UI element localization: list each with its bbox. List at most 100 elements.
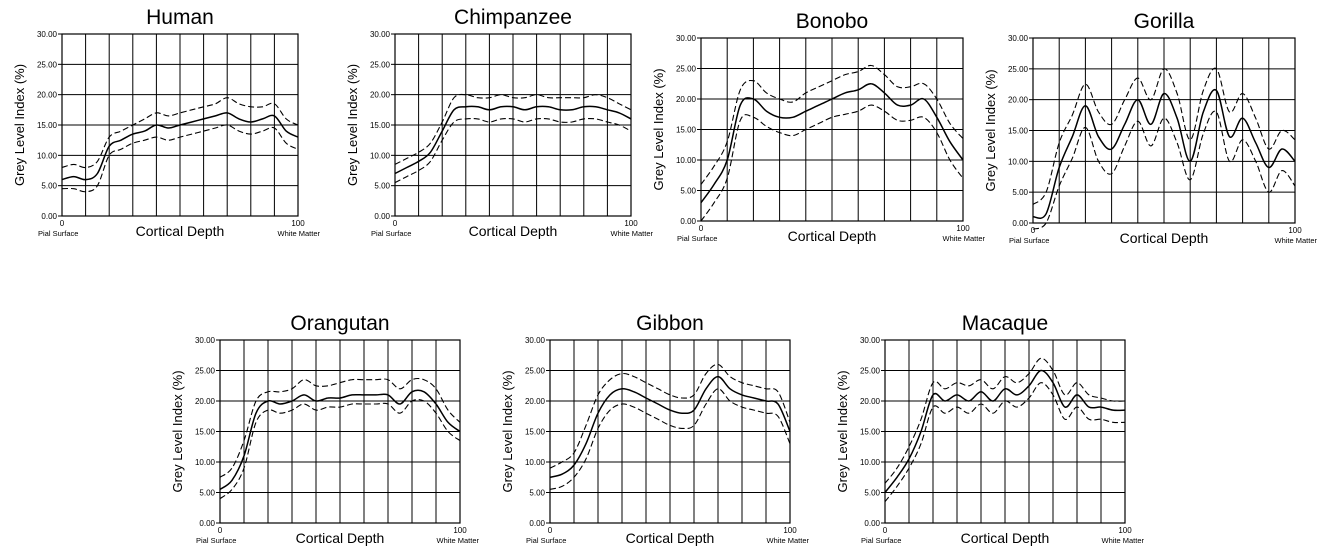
y-tick-label: 0.00 (374, 212, 390, 221)
chart-panel-orangutan: Orangutan 0.00 5.00 10.00 15.00 20.00 25.00 30.… (160, 292, 480, 554)
x-left-label: Pial Surface (526, 536, 566, 545)
chart-title: Orangutan (290, 312, 389, 335)
chart-svg: Gorilla 0.00 5.00 10.00 15.00 20.00 25.00 30.00… (983, 10, 1317, 246)
y-tick-label: 30.00 (676, 34, 697, 43)
y-axis-title: Grey Level Index (%) (12, 64, 27, 186)
y-tick-label: 5.00 (199, 489, 215, 498)
y-tick-label: 15.00 (676, 126, 697, 135)
y-tick-label: 5.00 (41, 182, 57, 191)
y-tick-label: 25.00 (525, 367, 546, 376)
x-tick-label: 0 (60, 219, 65, 228)
series-line-mean (61, 112, 299, 181)
y-tick-label: 5.00 (529, 489, 545, 498)
y-tick-label: 15.00 (1008, 127, 1029, 136)
y-tick-label: 10.00 (195, 458, 216, 467)
y-tick-label: 25.00 (370, 60, 391, 69)
y-tick-label: 10.00 (860, 458, 881, 467)
chart-panel-human: Human 0.00 5.00 10.00 15.00 20.00 25.00 30.00 0 1… (0, 0, 330, 262)
chart-panel-bonobo: Bonobo 0.00 5.00 10.00 15.00 20.00 25.00 30.00 0… (651, 0, 995, 262)
series-line-dashed (394, 93, 632, 165)
x-axis-title: Cortical Depth (296, 530, 385, 546)
x-axis-title: Cortical Depth (1120, 230, 1209, 246)
y-tick-label: 5.00 (864, 489, 880, 498)
y-tick-label: 20.00 (37, 91, 58, 100)
x-axis-title: Cortical Depth (788, 228, 877, 244)
y-tick-label: 0.00 (864, 519, 880, 528)
y-tick-label: 0.00 (41, 212, 57, 221)
y-tick-label: 25.00 (676, 65, 697, 74)
plot-frame (884, 339, 1126, 524)
series-line-dashed (549, 363, 791, 469)
x-left-label: Pial Surface (1009, 236, 1049, 245)
x-tick-label: 100 (956, 224, 970, 233)
x-tick-label: 100 (624, 219, 638, 228)
chart-svg: Macaque 0.00 5.00 10.00 15.00 20.00 25.00 30.00… (835, 312, 1144, 546)
y-tick-label: 0.00 (680, 217, 696, 226)
y-tick-label: 30.00 (37, 30, 58, 39)
y-tick-label: 20.00 (676, 95, 697, 104)
x-left-label: Pial Surface (677, 234, 717, 243)
chart-svg: Gibbon 0.00 5.00 10.00 15.00 20.00 25.00 30.00 0… (500, 312, 809, 546)
x-axis-title: Cortical Depth (961, 530, 1050, 546)
series-line-dashed (1032, 67, 1296, 205)
plot-frame (1032, 37, 1296, 224)
x-right-label: White Matter (942, 234, 985, 243)
chart-panel-macaque: Macaque 0.00 5.00 10.00 15.00 20.00 25.00 30.00… (825, 292, 1145, 554)
y-tick-label: 20.00 (370, 91, 391, 100)
y-tick-label: 15.00 (195, 428, 216, 437)
x-right-label: White Matter (610, 229, 653, 238)
series-line-mean (700, 83, 964, 204)
chart-title: Gibbon (636, 312, 704, 335)
x-tick-label: 100 (1118, 526, 1132, 535)
x-right-label: White Matter (277, 229, 320, 238)
y-tick-label: 0.00 (199, 519, 215, 528)
y-axis-title: Grey Level Index (%) (345, 64, 360, 186)
y-tick-label: 20.00 (860, 397, 881, 406)
chart-title: Human (146, 6, 214, 29)
chart-title: Macaque (962, 312, 1048, 335)
y-tick-label: 10.00 (1008, 157, 1029, 166)
chart-title: Chimpanzee (454, 6, 572, 29)
x-tick-label: 100 (783, 526, 797, 535)
y-tick-label: 30.00 (525, 336, 546, 345)
series-line-dashed (884, 357, 1126, 484)
series-line-dashed (700, 64, 964, 185)
y-axis-title: Grey Level Index (%) (170, 370, 185, 492)
x-tick-label: 100 (291, 219, 305, 228)
series-line-dashed (394, 117, 632, 184)
y-tick-label: 30.00 (195, 336, 216, 345)
series-line-mean (549, 375, 791, 479)
x-tick-label: 0 (1031, 226, 1036, 235)
y-tick-label: 25.00 (37, 60, 58, 69)
x-tick-label: 0 (699, 224, 704, 233)
series-line-mean (394, 105, 632, 175)
y-tick-label: 15.00 (370, 121, 391, 130)
series-line-mean (884, 369, 1126, 493)
chart-panel-chimpanzee: Chimpanzee 0.00 5.00 10.00 15.00 20.00 25.00 30… (333, 0, 663, 262)
x-right-label: White Matter (766, 536, 809, 545)
x-tick-label: 0 (218, 526, 223, 535)
x-left-label: Pial Surface (38, 229, 78, 238)
chart-svg: Bonobo 0.00 5.00 10.00 15.00 20.00 25.00 30.00 0… (651, 10, 985, 244)
y-tick-label: 20.00 (1008, 96, 1029, 105)
y-tick-label: 25.00 (860, 367, 881, 376)
y-tick-label: 30.00 (370, 30, 391, 39)
x-tick-label: 100 (453, 526, 467, 535)
x-right-label: White Matter (1101, 536, 1144, 545)
x-right-label: White Matter (436, 536, 479, 545)
y-tick-label: 25.00 (195, 367, 216, 376)
series-line-dashed (219, 377, 461, 478)
x-axis-title: Cortical Depth (136, 223, 225, 239)
y-axis-title: Grey Level Index (%) (835, 370, 850, 492)
x-tick-label: 0 (548, 526, 553, 535)
series-line-mean (1032, 88, 1296, 219)
series-line-dashed (61, 97, 299, 169)
x-axis-title: Cortical Depth (626, 530, 715, 546)
x-left-label: Pial Surface (861, 536, 901, 545)
x-axis-title: Cortical Depth (469, 223, 558, 239)
y-tick-label: 15.00 (525, 428, 546, 437)
x-tick-label: 100 (1288, 226, 1302, 235)
chart-svg: Orangutan 0.00 5.00 10.00 15.00 20.00 25.00 30.… (170, 312, 479, 546)
x-right-label: White Matter (1274, 236, 1317, 245)
chart-panel-gorilla: Gorilla 0.00 5.00 10.00 15.00 20.00 25.00 30.00… (983, 0, 1333, 262)
